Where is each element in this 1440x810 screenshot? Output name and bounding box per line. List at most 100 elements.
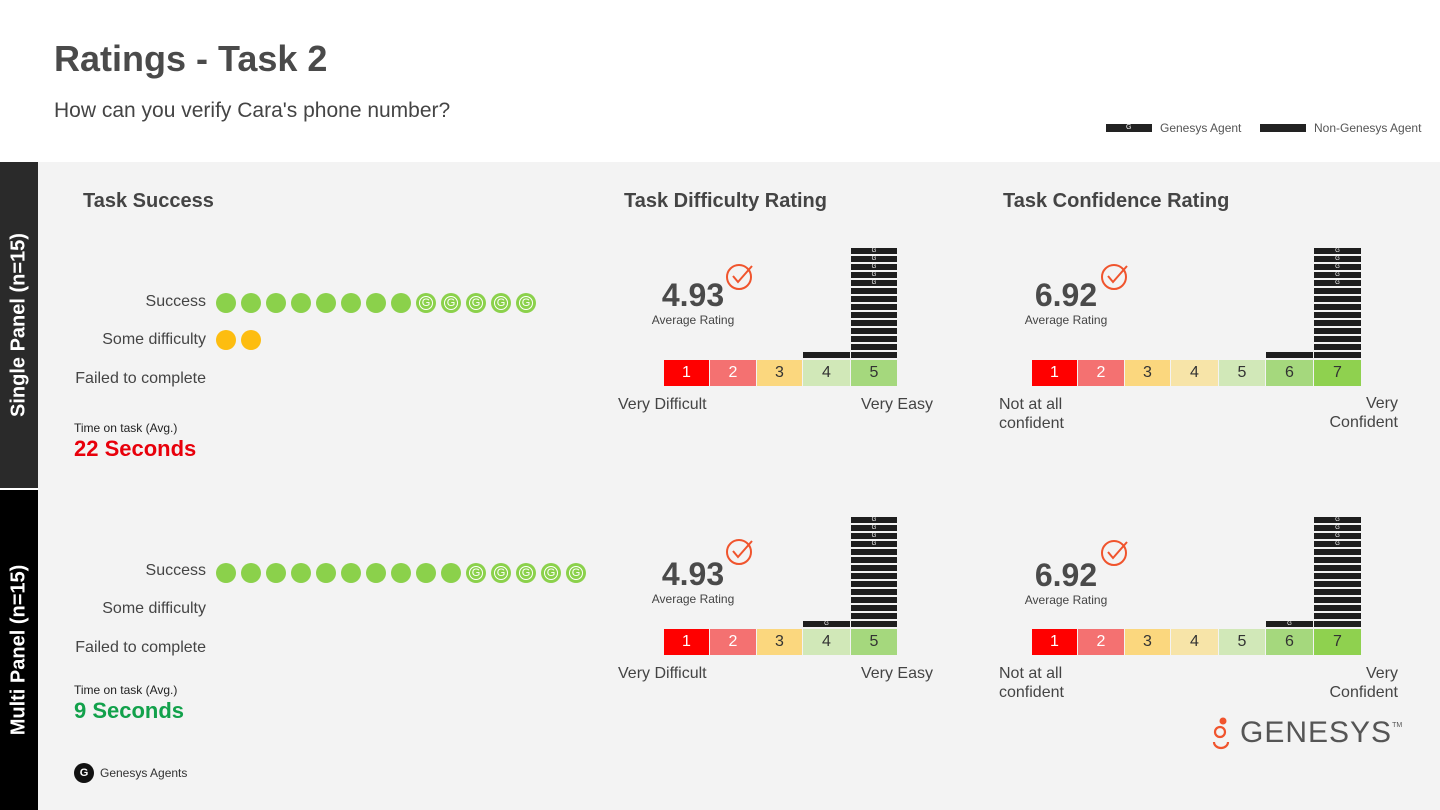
genesys-logo: GENESYS TM <box>1212 716 1402 750</box>
genesys-bar-segment: G <box>851 255 897 262</box>
scale-low-label: Very Difficult <box>618 396 707 413</box>
genesys-bar-segment: G <box>1314 532 1361 539</box>
participant-dot <box>216 330 236 350</box>
scale-cell: 3 <box>757 360 802 386</box>
genesys-bar-segment: G <box>851 540 897 547</box>
time-on-task-label: Time on task (Avg.) <box>74 421 178 435</box>
legend-genesys-swatch: G <box>1106 124 1152 132</box>
genesys-participant-dot: G <box>466 563 486 583</box>
scale-high-label: Very Confident <box>1329 665 1399 701</box>
scale-low-label: Not at all confident <box>999 396 1064 432</box>
scale-high-label: Very Confident <box>1329 395 1399 431</box>
genesys-bar-segment: G <box>851 247 897 254</box>
bar-segment <box>1314 588 1361 595</box>
genesys-bar-segment: G <box>1314 524 1361 531</box>
time-on-task-value: 9 Seconds <box>74 698 185 723</box>
row-label-some-difficulty: Some difficulty <box>102 600 206 617</box>
average-label: Average Rating <box>651 592 735 606</box>
bar-segment <box>851 295 897 302</box>
average-value: 6.92 <box>1034 557 1098 593</box>
genesys-bar-segment: G <box>851 524 897 531</box>
legend-non-genesys: Non-Genesys Agent <box>1260 121 1421 135</box>
bar-segment <box>851 335 897 342</box>
scale-cell: 4 <box>803 629 850 655</box>
participant-dot <box>291 293 311 313</box>
scale-cell: 6 <box>1266 629 1313 655</box>
participant-dot <box>216 563 236 583</box>
bar-segment <box>851 319 897 326</box>
bar-segment <box>1314 548 1361 555</box>
scale-cell: 1 <box>664 629 709 655</box>
panel-background <box>38 162 1440 810</box>
bar-segment <box>1314 327 1361 334</box>
scale-cell: 1 <box>1032 629 1077 655</box>
checkmark-circle-icon <box>726 264 753 290</box>
bar-segment <box>851 327 897 334</box>
genesys-participant-dot: G <box>491 563 511 583</box>
single-panel-label: Single Panel (n=15) <box>7 233 30 417</box>
participant-dot <box>241 563 261 583</box>
genesys-participant-dot: G <box>491 293 511 313</box>
participant-dot <box>241 330 261 350</box>
genesys-participant-dot: G <box>416 293 436 313</box>
genesys-bar-segment: G <box>1314 255 1361 262</box>
bar-segment <box>851 287 897 294</box>
participant-dot <box>341 563 361 583</box>
scale-cell: 4 <box>1171 629 1218 655</box>
participant-dot <box>366 293 386 313</box>
task-confidence-heading: Task Confidence Rating <box>1003 190 1230 212</box>
checkmark-circle-icon <box>1101 264 1128 290</box>
participant-dot <box>341 293 361 313</box>
scale-cell: 3 <box>1125 360 1170 386</box>
bar-segment <box>1314 580 1361 587</box>
genesys-bar-segment: G <box>1266 620 1313 627</box>
page-title: Ratings - Task 2 <box>54 38 328 79</box>
bar-segment <box>851 548 897 555</box>
bar-segment <box>1314 295 1361 302</box>
participant-dot <box>391 563 411 583</box>
scale-low-label: Not at all confident <box>999 665 1064 701</box>
genesys-bar-segment: G <box>1314 263 1361 270</box>
genesys-participant-dot: G <box>441 293 461 313</box>
participant-dot <box>416 563 436 583</box>
scale-cell: 2 <box>710 629 756 655</box>
genesys-participant-dot: G <box>516 293 536 313</box>
task-difficulty-heading: Task Difficulty Rating <box>624 190 827 212</box>
legend-non-genesys-label: Non-Genesys Agent <box>1314 121 1422 135</box>
scale-cell: 5 <box>851 360 897 386</box>
average-value: 6.92 <box>1034 277 1098 313</box>
checkmark-circle-icon <box>726 539 753 565</box>
participant-dot <box>441 563 461 583</box>
genesys-bar-segment: G <box>1314 279 1361 286</box>
average-label: Average Rating <box>651 313 735 327</box>
bar-segment <box>1314 604 1361 611</box>
bar-segment <box>851 343 897 350</box>
rating-bar: G <box>1266 619 1313 627</box>
multi-panel-tab: Multi Panel (n=15) <box>0 490 38 810</box>
participant-dot <box>216 293 236 313</box>
scale-low-label: Very Difficult <box>618 665 707 682</box>
scale-cell: 4 <box>803 360 850 386</box>
row-label-failed: Failed to complete <box>75 639 206 656</box>
genesys-agents-legend: G Genesys Agents <box>74 763 187 783</box>
average-rating: 6.92 Average Rating <box>1006 557 1126 607</box>
scale-cell: 1 <box>1032 360 1077 386</box>
average-value: 4.93 <box>661 277 725 313</box>
bar-segment <box>1314 303 1361 310</box>
genesys-bar-segment: G <box>1314 540 1361 547</box>
participant-dot <box>366 563 386 583</box>
bar-segment <box>1314 612 1361 619</box>
bar-segment <box>1314 335 1361 342</box>
genesys-participant-dot: G <box>516 563 536 583</box>
scale-cell: 7 <box>1314 629 1361 655</box>
legend-genesys-label: Genesys Agent <box>1160 121 1242 135</box>
scale-cell: 7 <box>1314 360 1361 386</box>
legend-non-genesys-swatch <box>1260 124 1306 132</box>
bar-segment <box>1314 564 1361 571</box>
